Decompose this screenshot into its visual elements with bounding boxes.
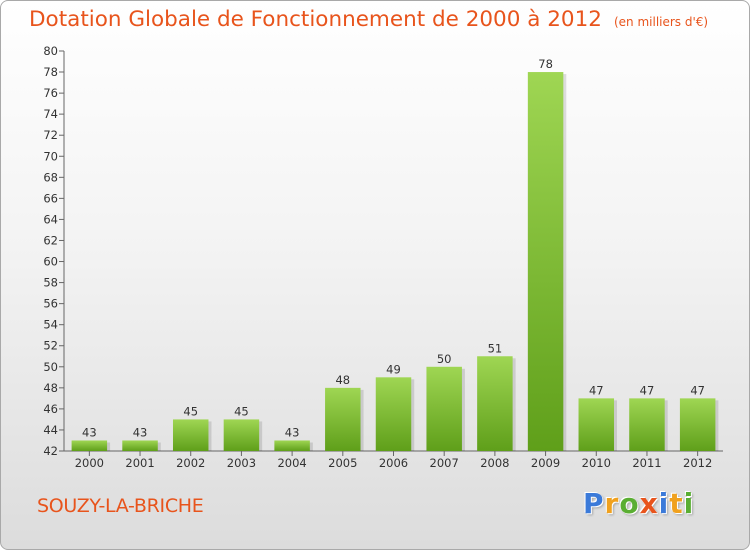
bar-2008	[477, 356, 513, 451]
bar-value-label: 47	[690, 383, 705, 397]
y-tick-label: 52	[43, 339, 58, 353]
logo-letter: i	[683, 487, 695, 520]
bar-2009	[527, 72, 564, 451]
x-tick-label: 2003	[227, 456, 256, 470]
bar-value-label: 45	[234, 404, 249, 418]
y-tick-label: 80	[43, 44, 58, 58]
x-tick-label: 2006	[379, 456, 408, 470]
bar-2007	[426, 366, 462, 451]
x-tick-label: 2000	[75, 456, 104, 470]
bar-value-label: 45	[183, 404, 198, 418]
bars	[71, 72, 719, 451]
y-tick-label: 70	[43, 149, 58, 163]
y-tick-label: 48	[43, 381, 58, 395]
bar-2005	[325, 387, 361, 451]
y-tick-label: 60	[43, 255, 58, 269]
y-axis: 42 44 46 48 50 52 54 56 58 60 62 64 66 68 70 72 74 76 78 80	[43, 44, 65, 458]
chart-subtitle: (en milliers d'€)	[613, 15, 709, 29]
bar-value-label: 47	[589, 383, 604, 397]
bar-2012	[679, 398, 716, 451]
logo-letter: o	[619, 487, 640, 520]
bar-2000	[71, 440, 108, 451]
bar-value-label: 49	[386, 362, 401, 376]
y-tick-label: 56	[43, 297, 58, 311]
x-tick-label: 2010	[582, 456, 611, 470]
bar-value-label: 48	[335, 373, 350, 387]
bar-2001	[122, 440, 158, 451]
y-tick-label: 78	[43, 65, 58, 79]
y-tick-label: 54	[43, 318, 58, 332]
x-tick-label: 2008	[480, 456, 509, 470]
chart-title: Dotation Globale de Fonctionnement de 20…	[29, 7, 708, 32]
y-tick-label: 50	[43, 360, 58, 374]
bar-2002	[172, 419, 209, 451]
x-tick-label: 2007	[430, 456, 459, 470]
y-tick-label: 44	[43, 423, 58, 437]
x-tick-label: 2011	[632, 456, 661, 470]
y-tick-label: 72	[43, 128, 58, 142]
bar-value-label: 43	[285, 425, 300, 439]
x-tick-label: 2012	[683, 456, 712, 470]
proxiti-logo[interactable]: Proxiti	[583, 487, 694, 520]
logo-letter: t	[669, 487, 684, 520]
y-tick-label: 62	[43, 233, 58, 247]
data-labels: 43 43 45 45 43 48 49 50 51 78 47 47 47	[82, 57, 705, 439]
y-tick-label: 66	[43, 191, 58, 205]
bar-value-label: 47	[640, 383, 655, 397]
x-tick-label: 2005	[328, 456, 357, 470]
y-tick-label: 46	[43, 402, 58, 416]
y-tick-label: 42	[43, 444, 58, 458]
bar-2006	[375, 377, 412, 451]
x-tick-label: 2002	[176, 456, 205, 470]
x-axis: 2000 2001 2002 2003 2004 2005 2006 2007 2008 2009…	[64, 450, 723, 470]
commune-name: SOUZY-LA-BRICHE	[37, 495, 204, 517]
y-tick-label: 68	[43, 170, 58, 184]
bar-value-label: 50	[437, 352, 452, 366]
y-tick-label: 64	[43, 212, 58, 226]
y-tick-label: 76	[43, 86, 58, 100]
bar-value-label: 51	[488, 341, 503, 355]
y-tick-label: 58	[43, 276, 58, 290]
logo-letter: r	[604, 487, 620, 520]
bar-2010	[578, 398, 615, 451]
bar-value-label: 43	[133, 425, 148, 439]
x-tick-label: 2001	[125, 456, 154, 470]
bar-2003	[223, 419, 260, 451]
chart-title-text: Dotation Globale de Fonctionnement de 20…	[29, 7, 602, 32]
y-tick-label: 74	[43, 107, 58, 121]
logo-letter: P	[583, 487, 605, 520]
x-tick-label: 2004	[277, 456, 306, 470]
bar-2004	[274, 440, 310, 451]
bar-value-label: 43	[82, 425, 97, 439]
x-tick-label: 2009	[531, 456, 560, 470]
bar-value-label: 78	[538, 57, 553, 71]
bar-2011	[629, 398, 665, 451]
logo-letter: x	[639, 487, 659, 520]
logo-letter: i	[658, 487, 670, 520]
